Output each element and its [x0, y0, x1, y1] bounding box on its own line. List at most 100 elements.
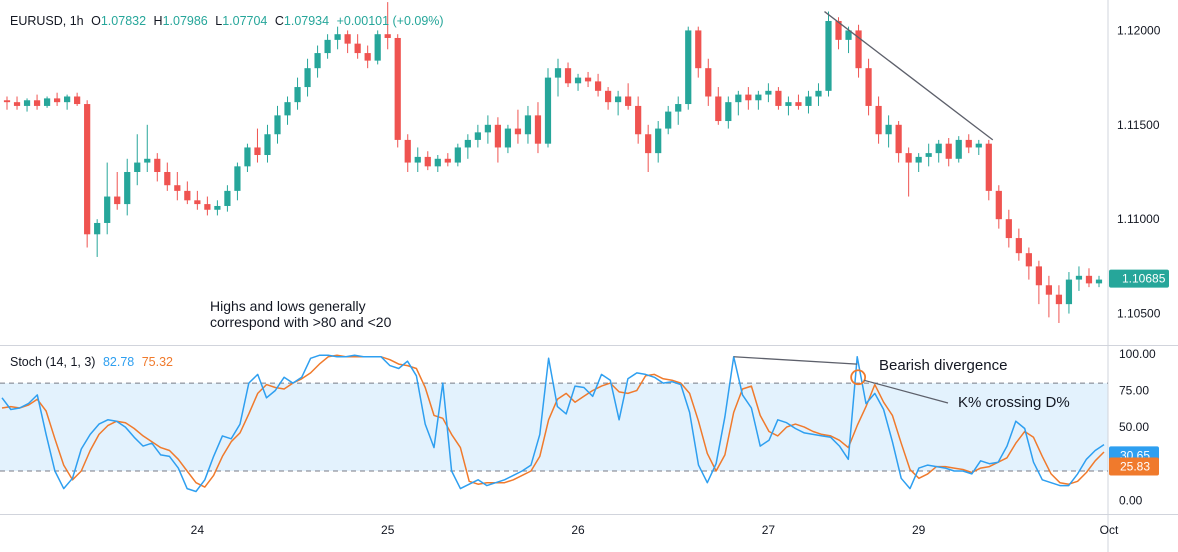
candle — [53, 92, 61, 106]
candle — [725, 96, 732, 129]
stoch-d-line — [1, 354, 1105, 488]
candle-body — [13, 102, 21, 106]
stoch-divergence-line — [733, 356, 858, 365]
candle-body — [384, 34, 391, 38]
candle-body — [314, 53, 321, 69]
candle — [514, 109, 522, 144]
candle — [705, 58, 712, 106]
candle-body — [474, 132, 481, 140]
candle-body — [554, 68, 562, 78]
candle — [464, 134, 471, 159]
candle — [64, 94, 71, 110]
high-value: 1.07986 — [162, 14, 208, 28]
time-tick-label: 26 — [571, 523, 585, 537]
candle — [134, 134, 141, 186]
symbol-label: EURUSD, 1h — [10, 14, 84, 28]
candle-body — [655, 128, 662, 154]
candle-body — [615, 96, 622, 103]
candle-body — [114, 196, 121, 205]
low-value: 1.07704 — [222, 14, 268, 28]
close-value: 1.07934 — [283, 14, 330, 28]
candle — [414, 147, 421, 172]
candle — [735, 90, 742, 116]
candle-body — [1085, 275, 1093, 284]
candle-body — [3, 100, 11, 103]
stoch-tick-label: 0.00 — [1119, 493, 1143, 507]
time-axis: 24 25 26 27 29 Oct — [191, 523, 1119, 537]
stoch-name: Stoch (14, 1, 3) — [10, 355, 96, 369]
candle — [1015, 228, 1022, 261]
bearish-divergence-label: Bearish divergence — [879, 357, 1008, 374]
candle-body — [665, 111, 672, 129]
candle — [795, 94, 802, 110]
candle — [715, 87, 722, 125]
candle — [344, 30, 351, 54]
candle — [334, 26, 341, 50]
candle — [3, 96, 11, 110]
note-annotation: Highs and lows generally correspond with… — [210, 298, 391, 330]
candle-body — [154, 158, 161, 172]
candle — [354, 34, 361, 59]
stoch-d-value: 75.32 — [141, 355, 173, 369]
candle-body — [354, 43, 361, 54]
candle — [284, 96, 291, 125]
candle — [695, 26, 702, 78]
candle — [84, 100, 91, 248]
candle-body — [885, 124, 892, 135]
candle-body — [765, 90, 772, 95]
candle — [264, 124, 271, 163]
candle-body — [504, 128, 512, 148]
candle-body — [855, 30, 862, 69]
candle-body — [33, 100, 41, 106]
candle — [104, 162, 111, 235]
candle-body — [865, 68, 872, 106]
crossing-pointer-line — [863, 379, 949, 404]
price-tick-label: 1.10500 — [1117, 307, 1161, 321]
candle-body — [965, 139, 972, 148]
stoch-d-badge-bg — [1109, 457, 1159, 476]
stoch-tick-label: 50.00 — [1119, 420, 1149, 434]
candle-body — [364, 53, 371, 61]
candle — [1035, 260, 1042, 305]
candle — [304, 58, 311, 97]
candle-body — [284, 102, 291, 116]
candle — [494, 117, 502, 163]
candle-body — [1005, 219, 1012, 239]
candle-body — [434, 158, 441, 167]
k-crossing-d-label: K% crossing D% — [958, 394, 1070, 411]
candle-body — [715, 96, 722, 122]
candle-body — [564, 68, 572, 84]
candle-body — [444, 158, 451, 163]
candle-body — [304, 68, 311, 88]
candle — [1005, 209, 1012, 248]
candle — [544, 68, 552, 148]
candle-body — [985, 143, 992, 191]
candle-body — [424, 156, 431, 167]
candle — [224, 185, 231, 212]
candle — [604, 87, 612, 110]
candle-body — [494, 124, 502, 148]
candle — [184, 181, 191, 205]
candle — [815, 83, 822, 106]
candle-body — [805, 96, 812, 106]
candle — [825, 11, 832, 97]
time-tick-label: Oct — [1100, 523, 1119, 537]
candle-body — [845, 30, 852, 40]
close-label: C — [274, 14, 284, 28]
stoch-d-badge-label: 25.83 — [1120, 459, 1150, 473]
candle-body — [895, 124, 902, 154]
candle — [645, 124, 652, 172]
candle-body — [955, 139, 962, 159]
candle — [625, 83, 632, 110]
price-tick-label: 1.11500 — [1117, 118, 1160, 132]
candle-body — [464, 139, 471, 148]
candle — [655, 121, 662, 163]
candle — [745, 87, 752, 110]
candle-body — [204, 204, 211, 210]
stoch-header: Stoch (14, 1, 3) 82.78 75.32 — [10, 355, 177, 369]
open-label: O — [91, 14, 101, 28]
candle — [204, 196, 211, 216]
crossing-marker — [850, 369, 867, 386]
